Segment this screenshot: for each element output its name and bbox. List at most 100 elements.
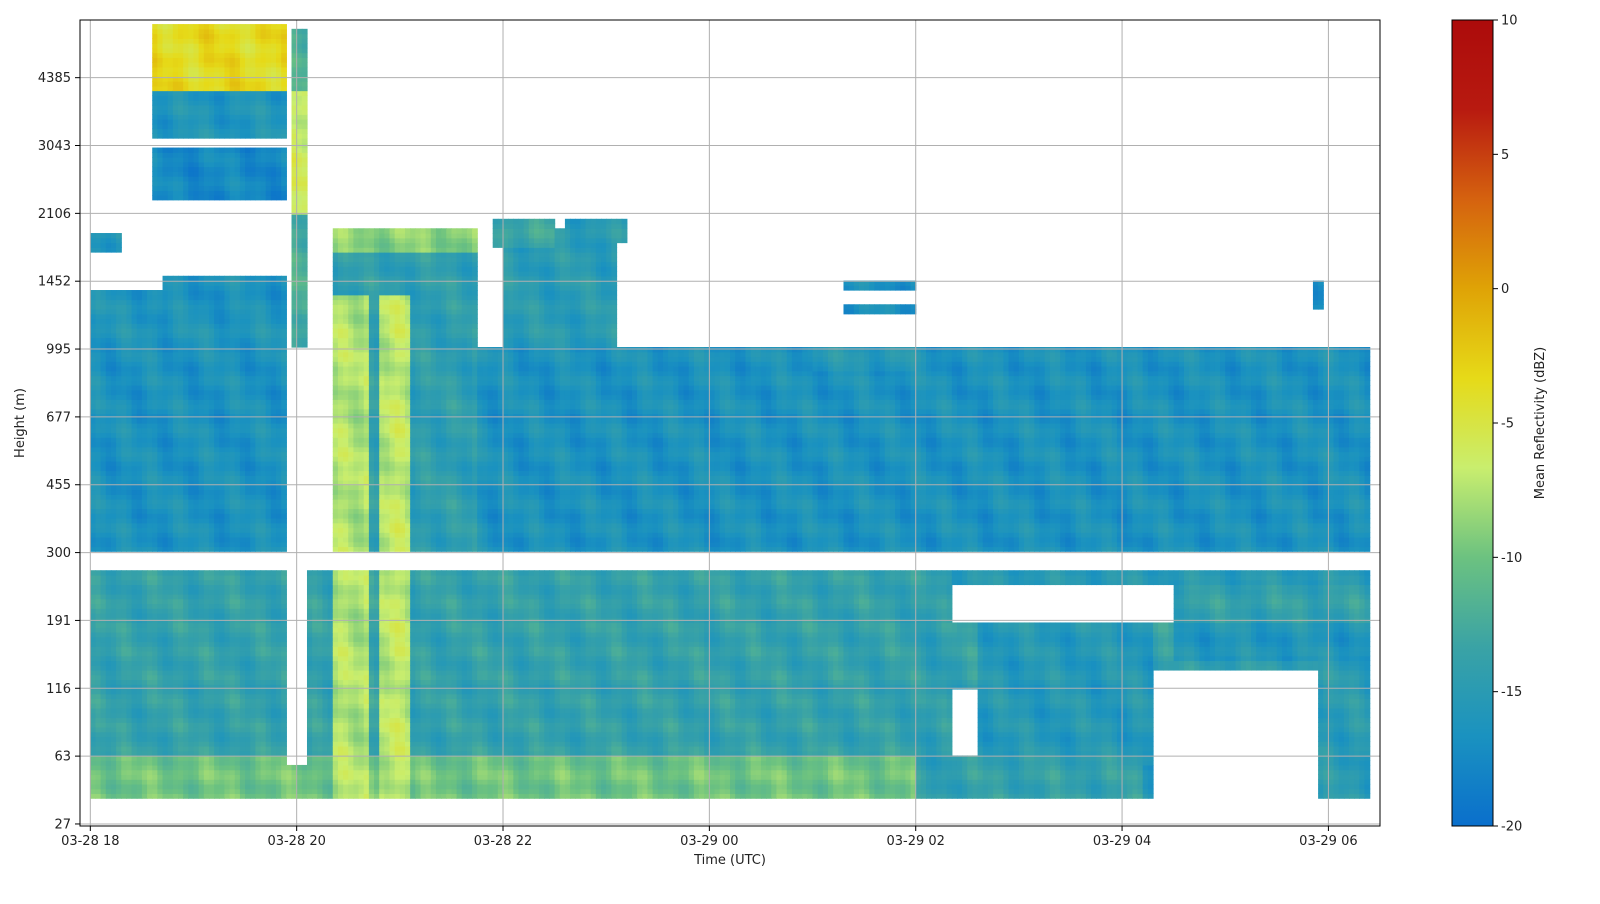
heatmap-cell: [219, 541, 226, 548]
heatmap-cell: [229, 337, 236, 343]
heatmap-cell: [152, 703, 158, 709]
heatmap-cell: [157, 475, 164, 481]
heatmap-cell: [188, 442, 195, 448]
heatmap-cell: [234, 541, 241, 548]
heatmap-cell: [105, 536, 112, 543]
heatmap-cell: [193, 769, 200, 776]
heatmap-cell: [126, 323, 133, 329]
heatmap-cell: [188, 460, 195, 467]
heatmap-cell: [136, 603, 143, 609]
heatmap-cell: [219, 646, 226, 652]
heatmap-cell: [90, 660, 97, 666]
heatmap-cell: [198, 779, 205, 785]
heatmap-cell: [239, 370, 246, 377]
heatmap-cell: [110, 427, 117, 434]
heatmap-cell: [203, 707, 210, 714]
heatmap-cell: [219, 574, 226, 581]
heatmap-cell: [105, 703, 112, 709]
heatmap-cell: [260, 171, 267, 177]
heatmap-cell: [219, 655, 226, 662]
heatmap-cell: [203, 674, 210, 681]
heatmap-cell: [260, 669, 267, 676]
heatmap-cell: [167, 707, 174, 714]
heatmap-cell: [239, 498, 246, 505]
heatmap-cell: [245, 498, 251, 505]
heatmap-cell: [193, 503, 200, 510]
heatmap-cell: [281, 161, 287, 168]
heatmap-cell: [157, 527, 164, 533]
heatmap-cell: [219, 774, 226, 780]
heatmap-cell: [208, 85, 215, 92]
heatmap-cell: [224, 157, 231, 163]
heatmap-cell: [265, 309, 272, 315]
heatmap-cell: [95, 318, 102, 324]
heatmap-cell: [270, 290, 277, 296]
heatmap-cell: [250, 793, 256, 799]
heatmap-cell: [172, 76, 179, 82]
heatmap-cell: [116, 437, 122, 443]
heatmap-cell: [95, 465, 102, 472]
heatmap-cell: [121, 603, 128, 609]
heatmap-cell: [90, 375, 97, 381]
heatmap-cell: [172, 180, 179, 187]
heatmap-cell: [152, 157, 158, 163]
heatmap-cell: [224, 418, 231, 424]
heatmap-cell: [291, 123, 298, 130]
heatmap-cell: [203, 517, 210, 524]
heatmap-cell: [105, 769, 112, 776]
heatmap-cell: [265, 679, 272, 685]
heatmap-cell: [162, 470, 169, 476]
heatmap-cell: [162, 399, 169, 405]
heatmap-cell: [281, 418, 287, 424]
heatmap-cell: [270, 646, 277, 652]
heatmap-cell: [126, 793, 133, 799]
heatmap-cell: [265, 793, 272, 799]
heatmap-cell: [162, 669, 169, 676]
heatmap-cell: [157, 513, 164, 519]
heatmap-cell: [291, 242, 298, 248]
heatmap-cell: [281, 755, 287, 761]
heatmap-cell: [188, 636, 195, 643]
heatmap-cell: [203, 494, 210, 500]
heatmap-cell: [162, 679, 169, 685]
heatmap-cell: [245, 574, 251, 581]
heatmap-cell: [178, 285, 184, 291]
heatmap-cell: [203, 503, 210, 510]
heatmap-cell: [250, 171, 256, 177]
heatmap-cell: [172, 427, 179, 434]
heatmap-cell: [214, 460, 220, 467]
heatmap-cell: [224, 489, 231, 495]
heatmap-cell: [203, 769, 210, 776]
heatmap-cell: [178, 745, 184, 752]
heatmap-cell: [229, 712, 236, 719]
heatmap-cell: [167, 38, 174, 44]
heatmap-cell: [245, 24, 251, 30]
heatmap-cell: [234, 190, 241, 196]
heatmap-cell: [276, 684, 282, 690]
heatmap-cell: [224, 669, 231, 676]
heatmap-cell: [270, 47, 277, 54]
heatmap-cell: [265, 698, 272, 704]
heatmap-cell: [147, 385, 153, 391]
heatmap-cell: [281, 703, 287, 709]
heatmap-cell: [265, 574, 272, 581]
heatmap-cell: [110, 603, 117, 609]
heatmap-cell: [219, 176, 226, 182]
heatmap-cell: [172, 157, 179, 163]
heatmap-cell: [178, 356, 184, 362]
heatmap-cell: [110, 712, 117, 719]
heatmap-cell: [167, 442, 174, 448]
heatmap-cell: [183, 332, 189, 339]
heatmap-cell: [198, 788, 205, 795]
heatmap-cell: [116, 460, 122, 467]
heatmap-cell: [214, 332, 220, 339]
heatmap-cell: [121, 484, 128, 491]
heatmap-cell: [178, 593, 184, 600]
heatmap-cell: [131, 489, 138, 495]
heatmap-cell: [250, 456, 256, 462]
heatmap-cell: [208, 432, 215, 438]
heatmap-cell: [203, 536, 210, 543]
heatmap-cell: [214, 361, 220, 367]
heatmap-cell: [245, 176, 251, 182]
heatmap-cell: [116, 660, 122, 666]
